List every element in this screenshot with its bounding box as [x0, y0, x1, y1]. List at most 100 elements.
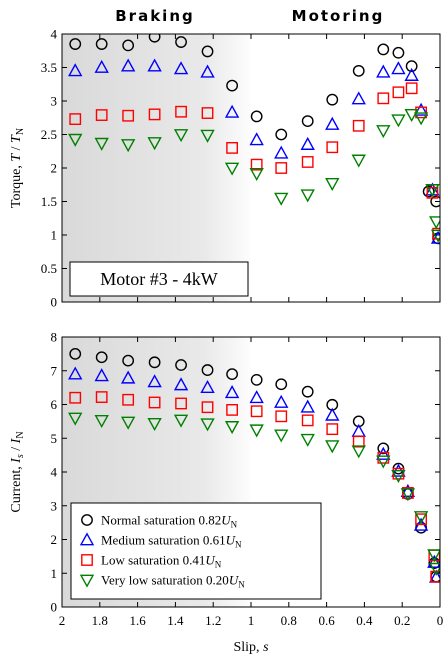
- current-point: [120, 416, 136, 430]
- slip-x-label: Slip, s: [233, 640, 269, 655]
- torque-point: [249, 167, 264, 182]
- torque-point: [405, 82, 418, 95]
- current-point: [413, 511, 429, 525]
- torque-point: [391, 61, 406, 75]
- torque-point: [226, 79, 239, 92]
- current-point: [275, 378, 288, 391]
- current-point: [325, 440, 340, 454]
- current-point: [201, 401, 214, 414]
- torque-point: [301, 115, 314, 128]
- legend-marker: [79, 532, 95, 546]
- torque-y-tick-label: 0: [51, 295, 58, 310]
- current-point: [429, 562, 440, 576]
- current-point: [300, 399, 315, 413]
- legend-marker: [81, 554, 93, 566]
- slip-x-tick-label: 0.6: [318, 613, 335, 628]
- torque-point: [147, 58, 162, 72]
- motor-annotation-text: Motor #3 - 4kW: [100, 269, 217, 289]
- legend-item: Very low saturation 0.20UN: [79, 573, 245, 590]
- current-point: [301, 385, 314, 398]
- torque-point: [224, 162, 240, 176]
- slip-x-tick-label: 0.8: [281, 613, 297, 628]
- current-point: [250, 405, 263, 418]
- torque-marks: [68, 34, 440, 245]
- torque-point: [275, 128, 288, 141]
- torque-point: [250, 158, 263, 171]
- current-point: [69, 391, 82, 404]
- slip-x-tick-label: 1: [248, 613, 255, 628]
- current-point: [148, 396, 161, 409]
- torque-point: [376, 125, 391, 139]
- current-point: [391, 469, 406, 484]
- legend-label: Medium saturation 0.61UN: [101, 533, 242, 550]
- torque-point: [200, 64, 215, 78]
- legend: Normal saturation 0.82UN Medium saturatio…: [70, 502, 322, 600]
- current-point: [226, 404, 238, 416]
- torque-point: [224, 104, 240, 118]
- current-point: [325, 407, 340, 421]
- current-point: [173, 414, 189, 428]
- torque-point: [201, 107, 214, 119]
- current-point: [352, 435, 365, 448]
- torque-y-axis: 0 0.5 1 1.5 2 2.5 3 3.5 4: [41, 27, 440, 310]
- legend-item: Low saturation 0.41UN: [81, 553, 222, 570]
- current-point: [326, 423, 339, 436]
- torque-point: [122, 39, 135, 52]
- current-point: [148, 356, 161, 369]
- torque-point: [175, 36, 187, 48]
- current-point: [392, 467, 405, 480]
- current-y-label: Current, Is / IN: [9, 431, 26, 512]
- current-y-tick-label: 8: [51, 330, 58, 345]
- current-y-tick-label: 1: [51, 566, 58, 581]
- current-point: [377, 442, 390, 455]
- current-point: [200, 379, 215, 394]
- slip-x-tick-label: 0.2: [394, 613, 410, 628]
- torque-point: [148, 108, 161, 121]
- torque-point: [425, 184, 440, 198]
- current-point: [376, 455, 391, 469]
- torque-point: [422, 185, 435, 198]
- current-point: [226, 368, 239, 381]
- torque-point: [430, 230, 440, 244]
- current-point: [122, 354, 135, 367]
- current-point: [175, 397, 187, 410]
- torque-point: [351, 154, 366, 168]
- torque-series: [68, 108, 440, 243]
- current-plot-frame: [61, 336, 441, 608]
- torque-y-tick-label: 1: [51, 228, 58, 243]
- torque-y-label: Torque, T / TN: [9, 128, 26, 208]
- torque-series: [68, 58, 440, 244]
- torque-point: [147, 137, 162, 151]
- legend-box: [70, 502, 322, 600]
- torque-point: [351, 91, 366, 105]
- slip-x-tick-label: 1.6: [129, 613, 146, 628]
- torque-y-tick-label: 2.5: [41, 127, 57, 142]
- torque-point: [404, 108, 419, 123]
- current-point: [224, 421, 240, 435]
- current-point: [68, 412, 83, 426]
- current-point: [94, 414, 109, 429]
- torque-point: [301, 156, 314, 168]
- torque-point: [249, 132, 264, 146]
- torque-series: [69, 82, 440, 240]
- torque-point: [274, 145, 289, 159]
- legend-marker: [79, 574, 95, 588]
- torque-plot-frame: [61, 33, 441, 303]
- legend-item: Normal saturation 0.82UN: [81, 513, 238, 530]
- torque-point: [94, 137, 109, 151]
- current-point: [275, 410, 288, 423]
- current-point: [94, 368, 109, 382]
- current-point: [173, 377, 189, 391]
- torque-point: [413, 112, 429, 126]
- current-y-tick-label: 3: [51, 498, 58, 513]
- torque-chart: 0 0.5 1 1.5 2 2.5 3 3.5 4 Motor #3 - 4kW Torque,…: [9, 27, 441, 310]
- torque-point: [68, 133, 83, 147]
- current-point: [95, 351, 108, 364]
- current-marks: [68, 347, 440, 583]
- current-point: [300, 433, 315, 447]
- torque-point: [175, 105, 187, 118]
- torque-point: [148, 34, 161, 43]
- torque-point: [392, 86, 405, 99]
- torque-y-tick-label: 2: [51, 161, 58, 176]
